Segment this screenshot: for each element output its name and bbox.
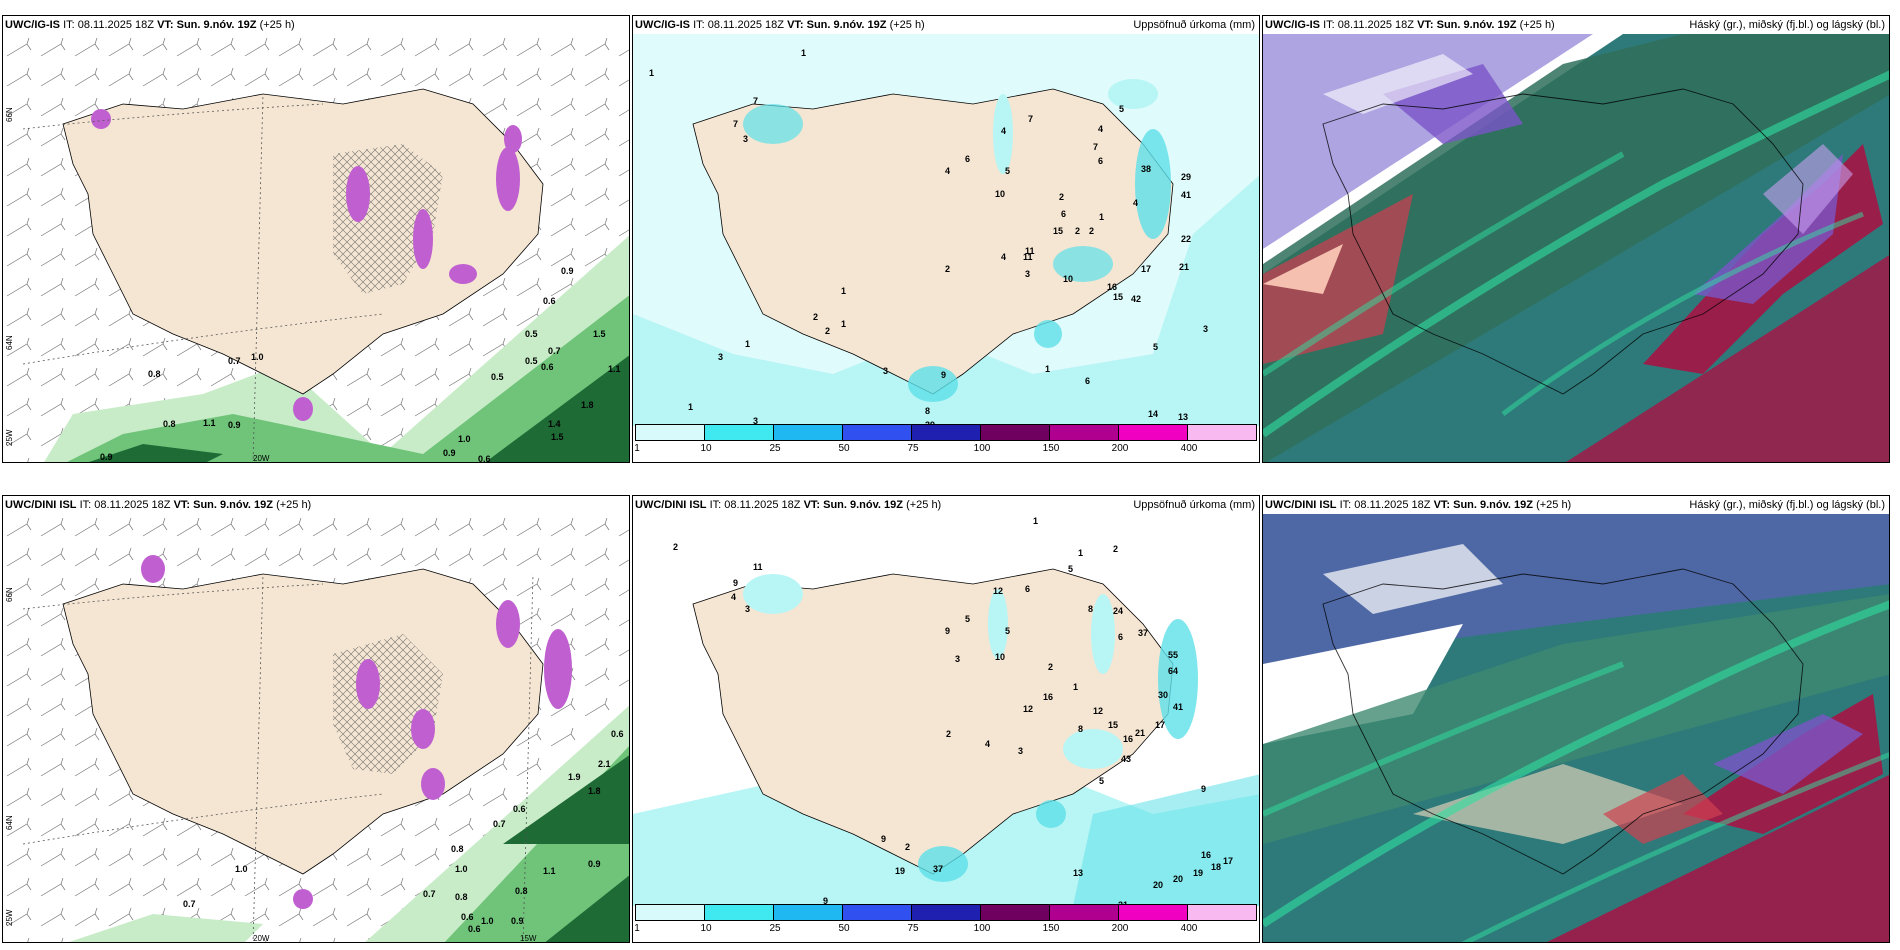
colorbar-swatch	[705, 425, 774, 440]
colorbar-swatch	[636, 905, 705, 920]
init-time: 08.11.2025 18Z	[1337, 19, 1414, 31]
panel-header: UWC/DINI ISL IT: 08.11.2025 18Z VT: Sun.…	[635, 499, 1255, 511]
colorbar-swatch	[981, 905, 1050, 920]
init-time: 08.11.2025 18Z	[1354, 499, 1431, 511]
colorbar-swatch	[1119, 425, 1188, 440]
colorbar-tick: 1	[634, 443, 640, 454]
colorbar-swatch	[1050, 425, 1119, 440]
colorbar-tick: 1	[634, 923, 640, 934]
panel-header: UWC/IG-IS IT: 08.11.2025 18Z VT: Sun. 9.…	[5, 19, 295, 31]
valid-time: Sun. 9.nóv. 19Z	[1436, 19, 1517, 31]
panel-top-right: UWC/IG-IS IT: 08.11.2025 18Z VT: Sun. 9.…	[1262, 15, 1890, 463]
panel-top-middle: UWC/IG-IS IT: 08.11.2025 18Z VT: Sun. 9.…	[632, 15, 1260, 463]
colorbar-swatch	[1050, 905, 1119, 920]
model-name: UWC/DINI ISL	[5, 499, 77, 511]
model-name: UWC/DINI ISL	[1265, 499, 1337, 511]
precip-colorbar: 1 10 25 50 75 100 150 200 400	[634, 424, 1257, 458]
colorbar-swatch	[774, 905, 843, 920]
init-time: 08.11.2025 18Z	[724, 499, 801, 511]
colorbar-swatches	[635, 424, 1257, 441]
colorbar-tick: 200	[1111, 923, 1129, 934]
colorbar-tick: 400	[1180, 923, 1198, 934]
map-cloud-cover	[1263, 34, 1889, 462]
panel-header: UWC/DINI ISL IT: 08.11.2025 18Z VT: Sun.…	[5, 499, 312, 511]
lead-time: (+25 h)	[1536, 499, 1572, 511]
panel-bottom-middle: UWC/DINI ISL IT: 08.11.2025 18Z VT: Sun.…	[632, 495, 1260, 943]
init-time: 08.11.2025 18Z	[94, 499, 171, 511]
colorbar-tick: 50	[838, 923, 850, 934]
panel-header: UWC/DINI ISL IT: 08.11.2025 18Z VT: Sun.…	[1265, 499, 1885, 511]
colorbar-tick: 100	[973, 923, 991, 934]
panel-bottom-left: UWC/DINI ISL IT: 08.11.2025 18Z VT: Sun.…	[2, 495, 630, 943]
map-title: Háský (gr.), miðský (fj.bl.) og lágský (…	[1689, 19, 1885, 31]
colorbar-swatch	[1188, 425, 1256, 440]
lat-label: 64N	[5, 815, 14, 830]
colorbar-swatch	[912, 425, 981, 440]
colorbar-tick: 200	[1111, 443, 1129, 454]
map-wind-precip: 66N 64N 25W 20W 0.8 0.7 1.0 0.8 1.1 0.9 …	[3, 34, 629, 463]
map-cloud-cover	[1263, 514, 1889, 942]
colorbar-swatch	[981, 425, 1050, 440]
colorbar-swatch	[1119, 905, 1188, 920]
model-name: UWC/IG-IS	[635, 19, 690, 31]
init-time: 08.11.2025 18Z	[707, 19, 784, 31]
colorbar-tick: 100	[973, 443, 991, 454]
valid-time: Sun. 9.nóv. 19Z	[193, 499, 273, 511]
lon-label: 15W	[520, 934, 537, 943]
map-title: Uppsöfnuð úrkoma (mm)	[1133, 499, 1255, 511]
panel-header: UWC/IG-IS IT: 08.11.2025 18Z VT: Sun. 9.…	[1265, 19, 1885, 31]
lon-label: 20W	[253, 454, 270, 463]
panel-bottom-right: UWC/DINI ISL IT: 08.11.2025 18Z VT: Sun.…	[1262, 495, 1890, 943]
lead-time: (+25 h)	[889, 19, 925, 31]
model-name: UWC/IG-IS	[5, 19, 60, 31]
lead-time: (+25 h)	[276, 499, 312, 511]
map-title: Uppsöfnuð úrkoma (mm)	[1133, 19, 1255, 31]
map-accumulated-precip: 2 1 9 11 4 3 1 2 5 12 6 9 5 10 3 5 8 24 …	[633, 514, 1259, 942]
lat-label: 25W	[5, 429, 14, 446]
valid-time: Sun. 9.nóv. 19Z	[806, 19, 887, 31]
colorbar-swatch	[843, 425, 912, 440]
lead-time: (+25 h)	[906, 499, 942, 511]
panel-header: UWC/IG-IS IT: 08.11.2025 18Z VT: Sun. 9.…	[635, 19, 1255, 31]
colorbar-swatch	[774, 425, 843, 440]
valid-time: Sun. 9.nóv. 19Z	[1453, 499, 1533, 511]
colorbar-tick: 25	[769, 923, 781, 934]
colorbar-swatch	[636, 425, 705, 440]
lat-label: 66N	[5, 107, 14, 122]
colorbar-tick: 150	[1042, 923, 1060, 934]
lead-time: (+25 h)	[1519, 19, 1555, 31]
colorbar-swatches	[635, 904, 1257, 921]
colorbar-swatch	[843, 905, 912, 920]
colorbar-tick: 25	[769, 443, 781, 454]
model-name: UWC/DINI ISL	[635, 499, 707, 511]
lat-label: 64N	[5, 335, 14, 350]
valid-time: Sun. 9.nóv. 19Z	[823, 499, 903, 511]
colorbar-swatch	[912, 905, 981, 920]
map-wind-precip: 66N 64N 25W 20W 15W 1.0 0.7 0.7 0.8 0.6 …	[3, 514, 629, 943]
lon-label: 20W	[253, 934, 270, 943]
map-title: Háský (gr.), miðský (fj.bl.) og lágský (…	[1689, 499, 1885, 511]
colorbar-tick: 150	[1042, 443, 1060, 454]
colorbar-tick: 50	[838, 443, 850, 454]
precip-colorbar: 1 10 25 50 75 100 150 200 400	[634, 904, 1257, 938]
colorbar-swatch	[1188, 905, 1256, 920]
colorbar-tick: 10	[700, 923, 712, 934]
colorbar-tick: 400	[1180, 443, 1198, 454]
lat-label: 66N	[5, 587, 14, 602]
colorbar-tick: 10	[700, 443, 712, 454]
valid-time: Sun. 9.nóv. 19Z	[176, 19, 257, 31]
model-name: UWC/IG-IS	[1265, 19, 1320, 31]
panel-top-left: UWC/IG-IS IT: 08.11.2025 18Z VT: Sun. 9.…	[2, 15, 630, 463]
colorbar-tick: 75	[907, 443, 919, 454]
colorbar-tick: 75	[907, 923, 919, 934]
lead-time: (+25 h)	[259, 19, 295, 31]
lat-label: 25W	[5, 909, 14, 926]
map-accumulated-precip: 1 1 7 7 3 4 6 5 10 7 4 5 4 7 6 11 2 6 15…	[633, 34, 1259, 462]
colorbar-swatch	[705, 905, 774, 920]
init-time: 08.11.2025 18Z	[77, 19, 154, 31]
